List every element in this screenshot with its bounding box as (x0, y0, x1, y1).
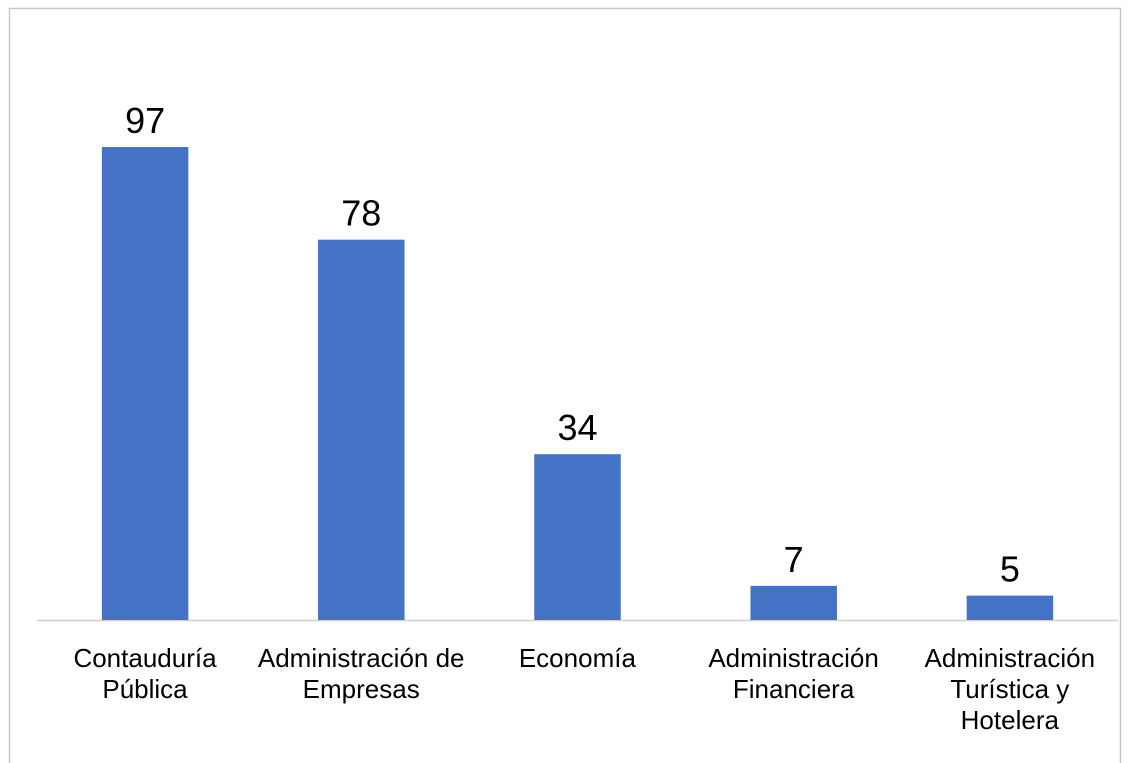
data-label: 7 (784, 539, 804, 580)
x-tick-label: Contauduría Pública (73, 643, 217, 704)
bar (750, 585, 837, 620)
x-tick-label: Economía (518, 643, 636, 673)
data-label: 78 (341, 193, 381, 234)
x-tick-label: Administración Financiera (708, 643, 879, 704)
data-label: 34 (557, 407, 597, 448)
bar (101, 147, 189, 620)
x-tick-label: Administración Turística y Hotelera (924, 643, 1096, 735)
bar (534, 454, 621, 620)
chart-border (8, 7, 1122, 763)
x-tick-label: Administración de Empresas (257, 643, 465, 704)
bar (966, 595, 1054, 620)
bar (318, 239, 405, 620)
data-label: 5 (1000, 549, 1020, 590)
data-label: 97 (125, 100, 165, 141)
